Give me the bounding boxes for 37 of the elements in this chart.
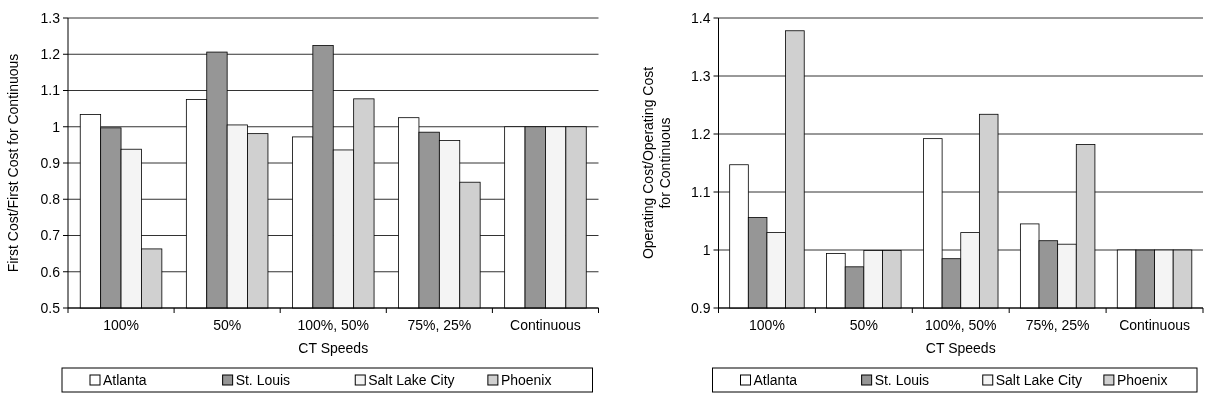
legend-label: Atlanta — [103, 372, 147, 388]
y-tick-label: 1.1 — [40, 82, 61, 99]
y-axis-title: First Cost/First Cost for Continuous — [5, 53, 21, 273]
y-axis-title: Operating Cost/Operating Cost for Continuous — [639, 66, 673, 260]
x-axis-title: CT Speeds — [298, 340, 369, 356]
y-tick-label: 0.9 — [691, 299, 711, 316]
x-tick-label: 50% — [849, 317, 878, 333]
legend-label: Phoenix — [1116, 372, 1168, 388]
y-tick-label: 0.9 — [40, 154, 61, 171]
x-tick-label: 100% — [103, 317, 139, 333]
y-tick-label: 0.6 — [40, 263, 61, 280]
y-tick-label: 1.4 — [691, 9, 711, 26]
legend-label: Atlanta — [753, 372, 798, 388]
x-tick-label: 75%, 25% — [1025, 317, 1090, 333]
x-tick-label: 100%, 50% — [924, 317, 997, 333]
y-tick-label: 1.2 — [691, 125, 711, 142]
y-tick-label: 1 — [52, 118, 61, 135]
y-tick-label: 1.1 — [691, 183, 711, 200]
x-tick-label: 100%, 50% — [297, 317, 370, 333]
legend-label: St. Louis — [235, 372, 291, 388]
legend-label: Phoenix — [500, 372, 552, 388]
legend-label: Salt Lake City — [368, 372, 455, 388]
y-tick-label: 1.3 — [691, 67, 711, 84]
legend-label: St. Louis — [874, 372, 930, 388]
x-tick-label: 50% — [213, 317, 242, 333]
y-tick-label: 1 — [702, 241, 711, 258]
y-tick-label: 0.8 — [40, 191, 61, 208]
x-tick-label: Continuous — [510, 317, 581, 333]
x-tick-label: Continuous — [1119, 317, 1190, 333]
x-tick-label: 100% — [749, 317, 785, 333]
legend-label: Salt Lake City — [995, 372, 1083, 388]
x-tick-label: 75%, 25% — [407, 317, 472, 333]
x-axis-title: CT Speeds — [925, 340, 996, 356]
y-tick-label: 0.5 — [40, 299, 61, 316]
y-tick-label: 1.2 — [40, 46, 61, 63]
y-tick-label: 1.3 — [40, 9, 61, 26]
y-tick-label: 0.7 — [40, 227, 61, 244]
